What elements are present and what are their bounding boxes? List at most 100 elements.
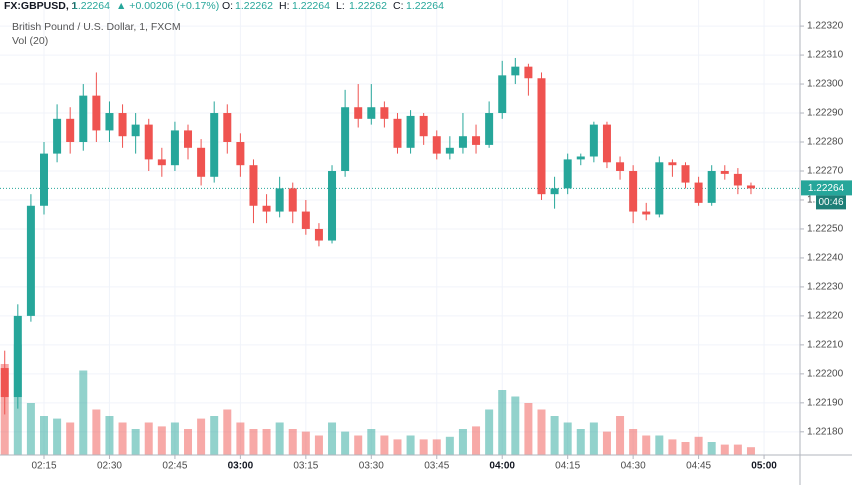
candle-body xyxy=(341,107,350,171)
volume-bar xyxy=(341,431,350,455)
volume-bar xyxy=(144,422,153,455)
candle-body xyxy=(485,113,494,145)
volume-bar xyxy=(223,409,232,455)
candle-body xyxy=(157,159,166,166)
candle-body xyxy=(13,315,22,398)
price-tag-label: 1.22264 xyxy=(808,183,845,194)
candle-body xyxy=(197,147,206,177)
candle-body xyxy=(733,173,742,186)
candle-body xyxy=(419,115,428,137)
volume-bar xyxy=(445,436,454,455)
ohlc-label: L: xyxy=(336,0,345,12)
last-price: 1.22264 xyxy=(72,0,110,12)
volume-bar xyxy=(288,429,297,455)
y-tick-label: 1.22310 xyxy=(807,50,844,61)
volume-bar xyxy=(105,416,114,455)
y-tick-label: 1.22270 xyxy=(807,166,844,177)
candle-body xyxy=(576,156,585,160)
candle-body xyxy=(681,165,690,183)
volume-bar xyxy=(393,439,402,455)
volume-bar xyxy=(642,435,651,455)
symbol: FX:GBPUSD, 1 xyxy=(4,0,78,12)
candle-body xyxy=(642,211,651,215)
volume-bar xyxy=(170,422,179,455)
candle-body xyxy=(589,124,598,157)
volume-bar xyxy=(249,429,258,455)
x-tick-label: 03:00 xyxy=(228,461,254,472)
candle-body xyxy=(314,228,323,241)
candle-body xyxy=(249,165,258,206)
volume-bar xyxy=(511,396,520,455)
candle-body xyxy=(432,136,441,154)
volume-bar xyxy=(236,422,245,455)
candle-body xyxy=(328,170,337,241)
volume-bar xyxy=(79,370,88,455)
candle-body xyxy=(184,130,193,148)
ohlc-value: 1.22262 xyxy=(235,0,273,12)
candle-body xyxy=(406,115,415,148)
candle-body xyxy=(26,205,35,316)
grid xyxy=(0,0,800,455)
candle-body xyxy=(223,113,232,143)
candle-body xyxy=(40,153,48,206)
candle-body xyxy=(79,95,88,143)
volume-bar xyxy=(157,426,166,455)
x-tick-label: 04:45 xyxy=(686,461,711,472)
x-tick-label: 03:45 xyxy=(424,461,449,472)
candle-body xyxy=(380,107,389,119)
y-tick-label: 1.22180 xyxy=(807,426,844,437)
ohlc-value: 1.22264 xyxy=(292,0,330,12)
volume-bar xyxy=(314,435,323,455)
candle-body xyxy=(511,66,520,76)
volume-bar xyxy=(406,435,415,455)
volume-bar xyxy=(301,431,310,455)
candle-body xyxy=(144,124,153,160)
candle-body xyxy=(720,170,729,174)
volume-bar xyxy=(720,444,729,455)
x-tick-label: 03:15 xyxy=(293,461,318,472)
y-tick-label: 1.22210 xyxy=(807,340,844,351)
candle-body xyxy=(537,78,546,195)
candle-body xyxy=(53,118,62,154)
candles xyxy=(0,57,755,415)
x-tick-label: 03:30 xyxy=(359,461,384,472)
countdown-tag xyxy=(816,195,846,210)
candle-body xyxy=(288,188,297,212)
y-tick-label: 1.22240 xyxy=(807,253,844,264)
volume-bar xyxy=(92,409,101,455)
candle-body xyxy=(668,162,677,166)
volume-bar xyxy=(746,447,755,455)
y-tick-label: 1.22320 xyxy=(807,21,844,32)
volume-bar xyxy=(184,429,193,455)
volume-bar xyxy=(576,429,585,455)
candle-body xyxy=(524,66,533,79)
volume-bar xyxy=(485,409,494,455)
x-tick-label: 05:00 xyxy=(751,461,777,472)
volume-bar xyxy=(616,416,625,455)
countdown-label: 00:46 xyxy=(818,197,843,208)
candle-body xyxy=(92,95,101,131)
y-tick-label: 1.22200 xyxy=(807,368,844,379)
candle-body xyxy=(563,159,572,189)
y-tick-label: 1.22190 xyxy=(807,397,844,408)
candle-body xyxy=(170,130,179,166)
x-tick-label: 04:00 xyxy=(489,461,515,472)
candle-body xyxy=(655,162,664,215)
x-tick-label: 02:30 xyxy=(97,461,122,472)
candle-body xyxy=(0,368,9,398)
candle-body xyxy=(118,113,127,137)
candle-body xyxy=(746,185,755,189)
candle-body xyxy=(210,113,219,177)
y-tick-label: 1.22250 xyxy=(807,224,844,235)
volume-bar xyxy=(681,442,690,455)
volume-bar xyxy=(26,403,35,455)
x-tick-label: 04:30 xyxy=(621,461,646,472)
volume-bar xyxy=(707,442,716,455)
volume-bar xyxy=(354,435,363,455)
volume-bar xyxy=(589,422,598,455)
volume-bar xyxy=(328,422,337,455)
y-tick-label: 1.22220 xyxy=(807,311,844,322)
volume-bar xyxy=(380,435,389,455)
candle-body xyxy=(616,162,625,171)
